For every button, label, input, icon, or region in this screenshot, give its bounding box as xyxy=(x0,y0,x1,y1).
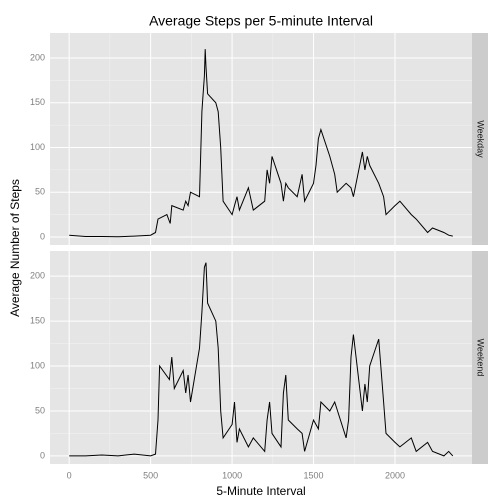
x-tick-label: 500 xyxy=(143,470,158,480)
facet-strip xyxy=(472,33,488,245)
x-tick-label: 2000 xyxy=(385,470,405,480)
x-axis-label: 5-Minute Interval xyxy=(216,484,305,498)
x-tick-label: 0 xyxy=(67,470,72,480)
x-tick-label: 1000 xyxy=(222,470,242,480)
facet-strip xyxy=(472,251,488,464)
y-tick-label: 0 xyxy=(40,450,45,460)
y-tick-label: 200 xyxy=(30,271,45,281)
y-tick-label: 50 xyxy=(35,187,45,197)
facet-label: Weekday xyxy=(476,120,486,158)
y-tick-label: 200 xyxy=(30,52,45,62)
y-tick-label: 150 xyxy=(30,97,45,107)
facet-label: Weekend xyxy=(476,339,486,377)
y-tick-label: 150 xyxy=(30,315,45,325)
y-tick-label: 0 xyxy=(40,231,45,241)
panel-background xyxy=(50,33,472,245)
y-tick-label: 100 xyxy=(30,142,45,152)
chart-title: Average Steps per 5-minute Interval xyxy=(149,13,373,29)
y-tick-label: 100 xyxy=(30,360,45,370)
y-axis-label: Average Number of Steps xyxy=(8,179,22,317)
line xyxy=(69,262,454,457)
panel-background xyxy=(50,251,472,464)
x-tick-label: 1500 xyxy=(304,470,324,480)
line xyxy=(69,49,453,238)
y-tick-label: 50 xyxy=(35,405,45,415)
